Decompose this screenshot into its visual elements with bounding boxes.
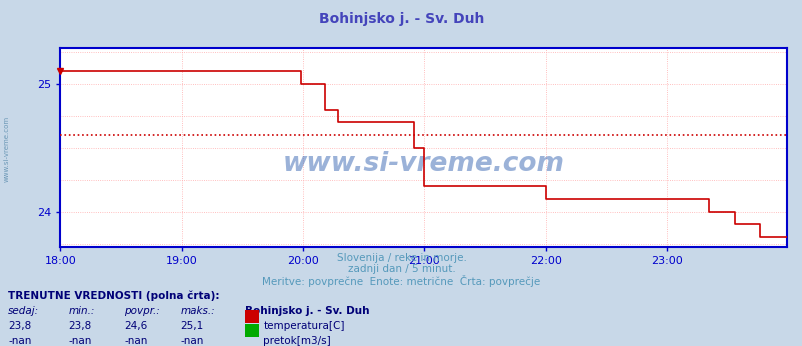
Text: zadnji dan / 5 minut.: zadnji dan / 5 minut. [347,264,455,274]
Text: temperatura[C]: temperatura[C] [263,321,344,331]
Text: 24,6: 24,6 [124,321,148,331]
Text: TRENUTNE VREDNOSTI (polna črta):: TRENUTNE VREDNOSTI (polna črta): [8,291,219,301]
Text: 25,1: 25,1 [180,321,204,331]
Text: -nan: -nan [180,336,204,346]
Text: pretok[m3/s]: pretok[m3/s] [263,336,330,346]
Text: Meritve: povprečne  Enote: metrične  Črta: povprečje: Meritve: povprečne Enote: metrične Črta:… [262,275,540,287]
Text: -nan: -nan [68,336,91,346]
Text: Bohinjsko j. - Sv. Duh: Bohinjsko j. - Sv. Duh [245,306,369,316]
Text: www.si-vreme.com: www.si-vreme.com [3,116,10,182]
Text: sedaj:: sedaj: [8,306,39,316]
Text: maks.:: maks.: [180,306,215,316]
Text: -nan: -nan [124,336,148,346]
Text: -nan: -nan [8,336,31,346]
Text: povpr.:: povpr.: [124,306,160,316]
Text: www.si-vreme.com: www.si-vreme.com [282,151,564,177]
Text: Slovenija / reke in morje.: Slovenija / reke in morje. [336,253,466,263]
Text: 23,8: 23,8 [8,321,31,331]
Text: 23,8: 23,8 [68,321,91,331]
Text: min.:: min.: [68,306,95,316]
Text: Bohinjsko j. - Sv. Duh: Bohinjsko j. - Sv. Duh [318,12,484,26]
